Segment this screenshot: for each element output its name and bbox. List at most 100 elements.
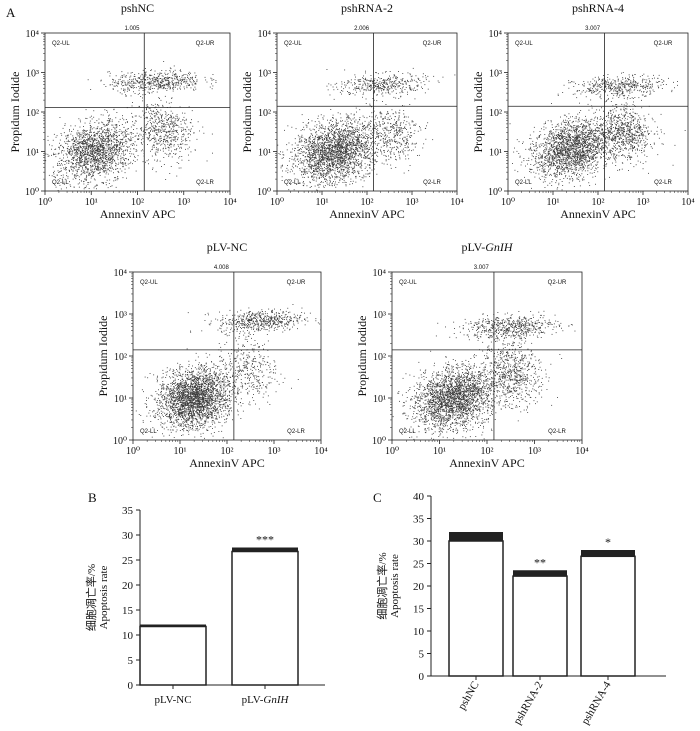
quadrant-label-ll: Q2-LL [284,180,301,186]
x-tick-label: 10⁴ [575,446,589,457]
quadrant-label-ur: Q2-UR [654,41,673,47]
x-tick-label: 10¹ [547,197,560,208]
flow-top-value: 3.007 [474,265,490,271]
x-axis-label: AnnexinV APC [560,207,635,221]
y-axis-label: Propidum Iodide [471,72,485,153]
bar [513,576,567,676]
y-tick-label: 10² [489,108,502,119]
y-tick-label: 5 [419,649,425,661]
y-tick-label: 10⁴ [26,29,40,40]
quadrant-label-lr: Q2-LR [423,180,441,186]
y-tick-label: 10⁴ [489,29,503,40]
flow-frame [277,33,457,191]
x-tick-label: 10⁰ [270,197,284,208]
quadrant-label-ul: Q2-UL [284,41,302,47]
panel-label-c: C [373,490,382,505]
quadrant-label-ul: Q2-UL [399,280,417,286]
y-tick-label: 10¹ [258,148,271,159]
y-tick-label: 20 [122,580,134,592]
flow-events [131,304,322,443]
bar [449,541,503,676]
y-tick-label: 10⁴ [114,268,128,279]
y-tick-label: 10⁰ [488,187,502,198]
y-tick-label: 10¹ [26,148,39,159]
x-tick-label: 10⁰ [38,197,52,208]
x-axis-label: AnnexinV APC [449,456,524,470]
x-tick-label: 10³ [637,197,650,208]
category-label: pLV-GnIH [242,694,290,706]
y-tick-label: 25 [122,555,134,567]
y-axis-label: Propidum Iodide [240,72,254,153]
quadrant-label-ll: Q2-LL [52,180,69,186]
y-tick-label: 10³ [489,69,502,80]
y-tick-label: 10⁰ [113,436,127,447]
x-tick-label: 10⁰ [385,446,399,457]
y-tick-label: 15 [122,605,134,617]
y-tick-label: 10⁰ [372,436,386,447]
y-tick-label: 10⁴ [373,268,387,279]
y-tick-label: 5 [128,655,134,667]
panel-label-b: B [88,490,97,505]
y-tick-label: 10¹ [114,394,127,405]
x-axis-label: AnnexinV APC [329,207,404,221]
error-bar [581,550,635,556]
y-tick-label: 35 [413,514,425,526]
quadrant-label-ur: Q2-UR [287,280,306,286]
x-tick-label: 10¹ [316,197,329,208]
bar [232,552,298,686]
x-tick-label: 10⁴ [314,446,328,457]
y-tick-label: 10² [258,108,271,119]
y-axis-label: Apoptosis rate [389,554,401,618]
y-tick-label: 30 [122,530,134,542]
bar [140,627,206,686]
quadrant-label-ur: Q2-UR [423,41,442,47]
y-tick-label: 10 [122,630,134,642]
quadrant-label-lr: Q2-LR [196,180,214,186]
y-axis-label: Propidum Iodide [8,72,22,153]
significance-label: * [605,535,611,549]
quadrant-label-ul: Q2-UL [52,41,70,47]
y-axis-label-cn: 细胞凋亡率/% [375,552,389,619]
x-tick-label: 10⁴ [450,197,464,208]
y-tick-label: 10³ [373,310,386,321]
y-tick-label: 15 [413,604,425,616]
flow-top-value: 1.005 [124,26,140,32]
y-tick-label: 20 [413,581,425,593]
x-tick-label: 10¹ [174,446,187,457]
y-tick-label: 0 [128,680,134,692]
quadrant-label-lr: Q2-LR [654,180,672,186]
x-tick-label: 10⁰ [126,446,140,457]
y-axis-label: Apoptosis rate [98,565,110,629]
y-axis-label-cn: 细胞凋亡率/% [84,564,98,631]
quadrant-label-lr: Q2-LR [287,429,305,435]
error-bar [449,532,503,541]
x-tick-label: 10¹ [433,446,446,457]
quadrant-label-ll: Q2-LL [399,429,416,435]
y-tick-label: 10³ [258,69,271,80]
flow-title: pLV-NC [207,240,247,254]
error-bar [232,548,298,552]
flow-top-value: 2.006 [354,26,370,32]
y-tick-label: 40 [413,491,425,503]
quadrant-label-ul: Q2-UL [515,41,533,47]
significance-label: *** [256,533,274,547]
error-bar [513,570,567,576]
y-tick-label: 0 [419,671,425,683]
y-tick-label: 10³ [26,69,39,80]
y-tick-label: 10¹ [373,394,386,405]
flow-title: pshRNA-4 [572,1,624,15]
x-tick-label: 10⁰ [501,197,515,208]
x-axis-label: AnnexinV APC [189,456,264,470]
category-label: pshRNA-2 [511,680,545,727]
y-tick-label: 10² [114,352,127,363]
y-tick-label: 10³ [114,310,127,321]
flow-title: pshRNA-2 [341,1,393,15]
y-tick-label: 10⁰ [257,187,271,198]
y-tick-label: 10² [26,108,39,119]
